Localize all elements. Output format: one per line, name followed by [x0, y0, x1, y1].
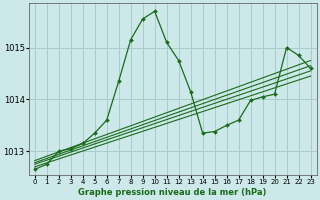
X-axis label: Graphe pression niveau de la mer (hPa): Graphe pression niveau de la mer (hPa)	[78, 188, 267, 197]
